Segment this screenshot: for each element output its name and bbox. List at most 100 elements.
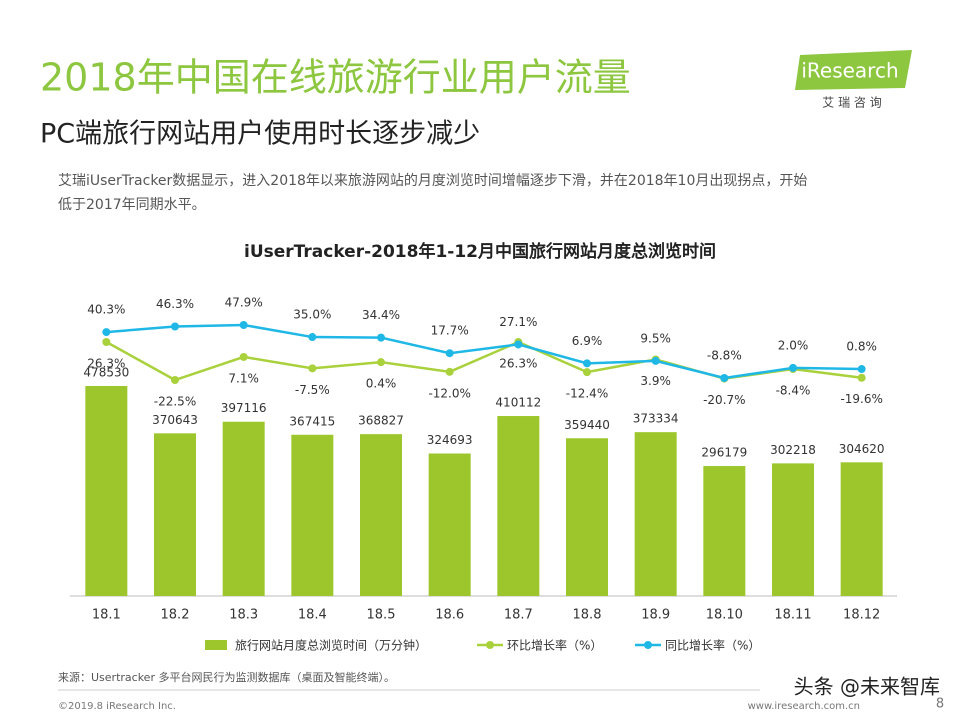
x-tick-label: 18.10 — [706, 608, 743, 623]
line-label: -8.4% — [776, 384, 811, 398]
legend-swatch — [486, 641, 494, 649]
line-point — [720, 374, 729, 382]
line-label: 34.4% — [362, 308, 400, 322]
x-tick-label: 18.12 — [843, 608, 880, 623]
line-point — [445, 349, 454, 358]
line-point — [377, 358, 385, 367]
line-label: 40.3% — [87, 303, 125, 317]
x-tick-label: 18.6 — [435, 608, 464, 623]
bar-label: 324693 — [427, 433, 473, 447]
line-point — [171, 322, 179, 331]
line-label: 35.0% — [293, 308, 331, 322]
copyright: ©2019.8 iResearch Inc. — [58, 701, 176, 712]
description: 艾瑞iUserTracker数据显示，进入2018年以来旅游网站的月度浏览时间增… — [58, 172, 807, 189]
bar-label: 296179 — [701, 446, 747, 460]
bar — [85, 386, 128, 596]
subtitle: PC端旅行网站用户使用时长逐步减少 — [40, 119, 480, 150]
x-tick-label: 18.8 — [573, 608, 602, 623]
line-point — [239, 352, 248, 361]
line-label: 0.8% — [846, 340, 877, 354]
line-point — [857, 373, 866, 382]
line-point — [583, 359, 591, 368]
line-label: 46.3% — [156, 297, 194, 311]
bar — [497, 416, 540, 596]
line-point — [171, 376, 179, 384]
line-point — [857, 365, 866, 374]
bar — [703, 466, 746, 596]
line-label: 26.3% — [87, 357, 125, 371]
x-tick-label: 18.3 — [229, 608, 258, 623]
url: www.iresearch.com.cn — [748, 701, 860, 712]
legend-label: 旅行网站月度总浏览时间（万分钟） — [235, 638, 427, 653]
x-tick-label: 18.4 — [298, 608, 327, 623]
line-point — [445, 367, 454, 376]
line-point — [308, 364, 317, 373]
line-label: -20.7% — [703, 393, 745, 407]
bar — [360, 434, 402, 596]
bar-label: 367415 — [289, 414, 335, 428]
line-label: 27.1% — [499, 315, 537, 329]
line-point — [239, 321, 248, 329]
line-label: 0.4% — [366, 377, 397, 391]
bar — [840, 462, 883, 596]
title: 2018年中国在线旅游行业用户流量 — [40, 56, 631, 100]
x-tick-label: 18.11 — [774, 608, 811, 623]
page-number: 8 — [936, 697, 944, 712]
bar — [291, 434, 334, 596]
line-label: 3.9% — [640, 374, 671, 388]
legend-label: 同比增长率（%） — [665, 638, 760, 653]
line-label: 7.1% — [228, 371, 259, 385]
line-label: -12.0% — [428, 386, 470, 400]
line-point — [377, 333, 385, 342]
line-label: -22.5% — [154, 395, 196, 409]
bar-label: 370643 — [152, 413, 198, 427]
bar-label: 410112 — [495, 396, 541, 410]
line-label: -12.4% — [566, 387, 608, 401]
bar — [428, 453, 471, 596]
watermark: 头条 @未来智库 — [794, 675, 940, 699]
line-label: -8.8% — [707, 349, 742, 363]
chart-title: iUserTracker-2018年1-12月中国旅行网站月度总浏览时间 — [244, 241, 716, 262]
line-label: 17.7% — [431, 324, 469, 338]
bar — [566, 438, 608, 596]
line-point — [651, 356, 660, 365]
line-label: -19.6% — [840, 392, 882, 406]
bar-label: 373334 — [633, 412, 679, 426]
bar — [222, 421, 265, 596]
x-tick-label: 18.7 — [504, 608, 533, 623]
x-tick-label: 18.9 — [641, 608, 670, 623]
line-point — [583, 368, 591, 377]
legend-swatch — [644, 641, 652, 649]
line-label: -7.5% — [295, 383, 330, 397]
bar-label: 368827 — [358, 414, 404, 428]
line-point — [514, 340, 523, 349]
line-point — [102, 328, 111, 337]
bar-label: 359440 — [564, 418, 610, 432]
line — [106, 323, 862, 380]
x-tick-label: 18.2 — [161, 608, 190, 623]
bar-label: 478530 — [83, 366, 129, 380]
bar-label: 304620 — [839, 442, 885, 456]
line-label: 47.9% — [225, 296, 263, 310]
line-label: 6.9% — [572, 334, 603, 348]
description: 低于2017年同期水平。 — [58, 197, 206, 213]
bar — [772, 463, 814, 596]
line-label: 9.5% — [640, 331, 671, 345]
logo: iResearch — [801, 59, 898, 83]
source: 来源：Usertracker 多平台网民行为监测数据库（桌面及智能终端）。 — [58, 670, 395, 684]
line-point — [789, 363, 797, 372]
logo-sub: 艾 瑞 咨 询 — [822, 95, 881, 110]
x-tick-label: 18.5 — [367, 608, 396, 623]
bar — [154, 433, 196, 596]
x-tick-label: 18.1 — [92, 608, 121, 623]
line-label: 26.3% — [499, 357, 537, 371]
bar-label: 397116 — [221, 401, 267, 415]
line-label: 2.0% — [778, 338, 809, 352]
legend-label: 环比增长率（%） — [507, 638, 602, 653]
line-point — [308, 333, 317, 342]
line-point — [102, 338, 111, 346]
bar-label: 302218 — [770, 443, 816, 457]
logo-shape — [795, 50, 912, 90]
bar — [634, 432, 677, 596]
